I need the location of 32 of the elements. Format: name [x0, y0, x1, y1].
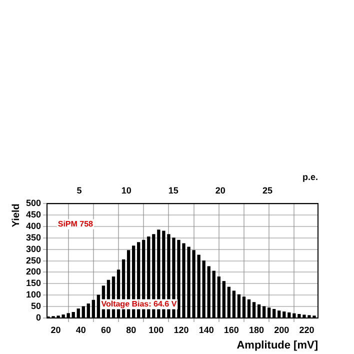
y-tick-label: 150	[26, 278, 42, 288]
x-tick-label: 160	[224, 324, 239, 335]
x-tick-label: 220	[299, 324, 314, 335]
x2-tick-label: 15	[168, 186, 178, 196]
x-tick-label: 180	[249, 324, 264, 335]
y-tick-label: 500	[26, 198, 42, 208]
x2-axis-title: p.e.	[302, 172, 318, 182]
x-tick-label: 200	[274, 324, 290, 335]
annotation: SiPM 758	[58, 219, 94, 228]
x-tick-label: 120	[174, 324, 189, 335]
y-tick-label: 50	[31, 301, 42, 312]
x2-tick-label: 20	[215, 186, 226, 196]
y-tick-label: 300	[26, 244, 42, 254]
y-tick-label: 100	[26, 290, 42, 300]
y-axis-title: Yield	[10, 204, 22, 228]
annotation: Voltage Bias: 64.6 V	[101, 299, 178, 308]
x2-tick-label: 25	[262, 186, 272, 196]
y-tick-label: 450	[26, 210, 42, 220]
x-tick-label: 60	[100, 324, 111, 335]
x-tick-label: 80	[126, 324, 136, 335]
x-tick-label: 100	[148, 324, 164, 335]
x-tick-label: 20	[50, 324, 61, 335]
x-tick-label: 40	[76, 324, 86, 335]
y-tick-label: 400	[26, 220, 42, 231]
x2-tick-label: 10	[121, 186, 132, 196]
x-axis-title: Amplitude [mV]	[236, 339, 318, 352]
y-tick-label: 200	[26, 266, 42, 277]
y-tick-label: 350	[26, 232, 42, 242]
y-tick-label: 0	[36, 312, 42, 322]
y-tick-label: 250	[26, 255, 42, 266]
x2-tick-label: 5	[76, 186, 82, 196]
x-tick-label: 140	[198, 324, 214, 335]
